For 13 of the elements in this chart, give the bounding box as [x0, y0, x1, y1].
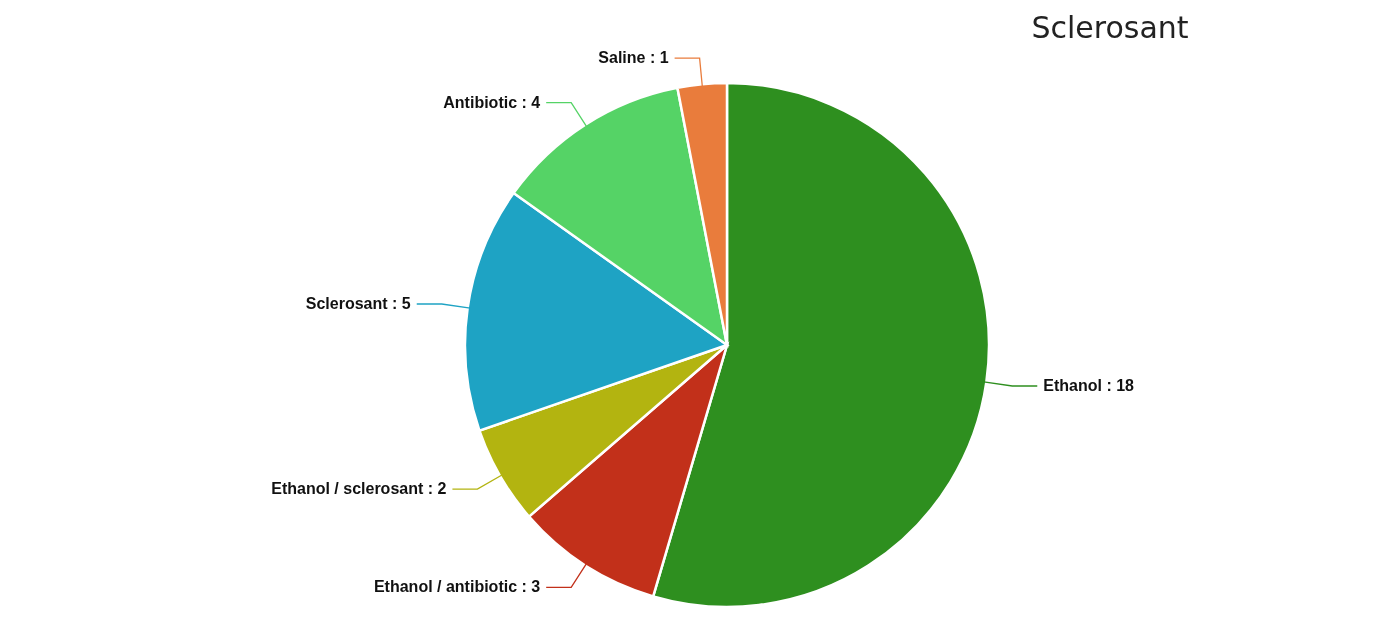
slice-label: Antibiotic: [443, 93, 518, 111]
data-label: : 1: [645, 49, 669, 67]
slice-label: Sclerosant: [305, 294, 389, 312]
chart-title: Sclerosant: [1031, 10, 1189, 45]
data-label: : 2: [423, 480, 447, 498]
data-label: : 5: [387, 294, 411, 312]
data-label: : 4: [517, 93, 541, 111]
slice-label: Ethanol / antibiotic: [373, 578, 518, 596]
slice-label: Saline: [598, 49, 646, 67]
data-label: : 18: [1101, 377, 1135, 395]
slice-label: Ethanol: [1043, 377, 1102, 395]
slice-label: Ethanol / sclerosant: [271, 480, 424, 498]
data-label: : 3: [517, 578, 541, 596]
